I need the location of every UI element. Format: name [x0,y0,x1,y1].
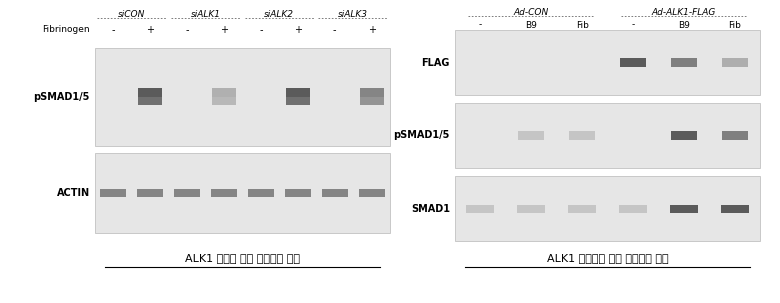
Text: siALK2: siALK2 [264,10,294,19]
Bar [137,189,163,197]
Text: SMAD1: SMAD1 [411,204,450,214]
Text: Ad-ALK1-FLAG: Ad-ALK1-FLAG [651,8,716,17]
Bar [95,48,390,146]
Bar [360,88,384,97]
Bar [517,205,545,212]
Bar [359,189,385,197]
Text: FLAG: FLAG [422,58,450,68]
Bar [518,131,544,140]
Bar [466,205,495,212]
Bar [670,205,698,212]
Text: B9: B9 [678,21,690,29]
Bar [285,189,310,197]
Text: pSMAD1/5: pSMAD1/5 [34,92,90,102]
Bar [285,88,310,97]
Bar [722,131,747,140]
Bar [569,131,595,140]
Text: B9: B9 [525,21,537,29]
Text: siCON: siCON [119,10,146,19]
Text: ALK1 억제에 의한 신호전달 변화: ALK1 억제에 의한 신호전달 변화 [185,253,300,263]
Bar [619,205,647,212]
Text: +: + [367,25,375,35]
Bar [95,153,390,233]
Bar [721,205,749,212]
Text: Ad-CON: Ad-CON [513,8,549,17]
Text: +: + [294,25,302,35]
Text: -: - [259,25,263,35]
Text: -: - [186,25,189,35]
Text: siALK1: siALK1 [190,10,221,19]
Bar [101,189,126,197]
Text: ACTIN: ACTIN [57,188,90,198]
Bar [138,88,162,97]
Text: +: + [220,25,228,35]
Bar [455,103,760,168]
Bar [671,58,697,67]
Bar [620,58,646,67]
Text: siALK3: siALK3 [338,10,368,19]
Text: -: - [333,25,336,35]
Bar [455,176,760,241]
Bar [211,189,237,197]
Text: Fibrinogen: Fibrinogen [42,25,90,35]
Bar [568,205,596,212]
Bar [212,98,236,105]
Bar [671,131,697,140]
Text: +: + [147,25,154,35]
Text: Fib: Fib [729,21,741,29]
Bar [722,58,747,67]
Text: Fib: Fib [576,21,589,29]
Bar [321,189,348,197]
Text: ALK1 과발현에 의한 신호전달 변화: ALK1 과발현에 의한 신호전달 변화 [547,253,668,263]
Text: -: - [631,21,635,29]
Bar [212,88,236,97]
Bar [360,98,384,105]
Text: -: - [112,25,115,35]
Text: pSMAD1/5: pSMAD1/5 [394,131,450,141]
Text: -: - [479,21,482,29]
Bar [174,189,200,197]
Bar [248,189,274,197]
Bar [285,98,310,105]
Bar [138,98,162,105]
Bar [455,30,760,95]
